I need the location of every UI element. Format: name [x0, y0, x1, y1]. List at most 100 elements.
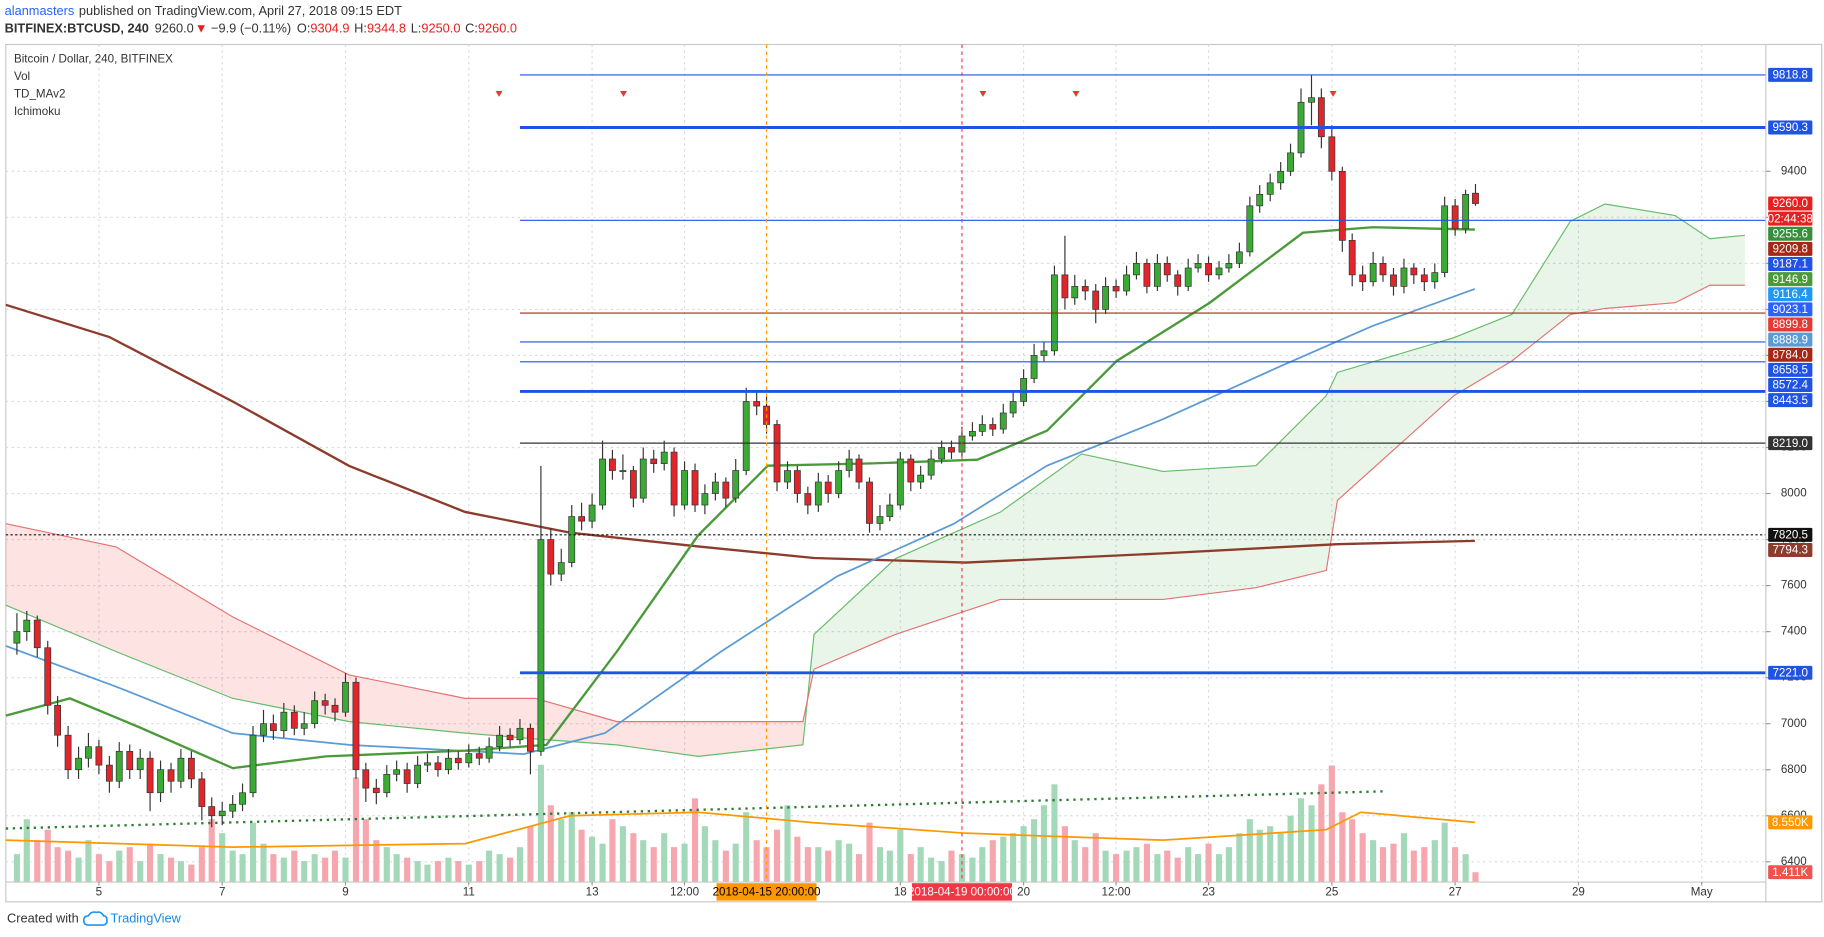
volume-bar [1020, 826, 1027, 883]
legend-item: Ichimoku [14, 105, 61, 118]
candle-body [64, 734, 72, 771]
cloud-fill [1675, 215, 1710, 303]
cloud-fill [232, 616, 350, 722]
cloud-fill [1081, 453, 1163, 600]
lines-layer [5, 91, 1476, 830]
price-label: 8219.0 [1772, 437, 1808, 450]
volume-bar [1379, 847, 1387, 883]
candle-body [681, 470, 688, 506]
x-tick-label: 27 [1449, 886, 1462, 899]
candle-body [75, 757, 82, 771]
y-tick-label: 8000 [1781, 487, 1807, 500]
grid-layer [5, 44, 1766, 883]
candle-body [1174, 274, 1182, 287]
volume-bar [126, 847, 133, 883]
moving-average [5, 226, 1475, 770]
candle-body [1328, 136, 1336, 172]
volume-bar [1051, 784, 1058, 883]
volume-bar [619, 826, 626, 883]
candle-body [1071, 286, 1079, 299]
ohlc-value: 9250.0 [421, 21, 460, 36]
signal-arrow [495, 91, 503, 97]
candle-body [1379, 263, 1387, 276]
candle-body [331, 704, 339, 713]
volume-bar [1133, 847, 1140, 883]
candle-body [1359, 274, 1367, 283]
candle-body [1369, 263, 1377, 283]
volume-bar [1071, 840, 1078, 883]
x-tick-label: 12:00 [670, 886, 700, 899]
volume-bar [208, 819, 215, 883]
candle-body [599, 458, 606, 506]
candle-body [1277, 170, 1285, 184]
volume-bar [640, 840, 647, 883]
candle-body [372, 787, 380, 794]
volume-bar [455, 861, 462, 883]
price-label: 8888.9 [1772, 333, 1808, 346]
candle-body [978, 424, 986, 432]
volume-bar [383, 847, 390, 883]
volume-bar [804, 847, 811, 883]
volume-bar [846, 843, 853, 883]
price-label-box [1768, 347, 1813, 362]
volume-bar [229, 850, 236, 883]
cloud-fill [1604, 203, 1676, 309]
cloud-fill [5, 523, 117, 652]
candle-body [321, 700, 329, 706]
cloud-fill [1453, 314, 1512, 396]
volume-bar [1308, 805, 1315, 883]
price-label: 9260.0 [1772, 197, 1808, 210]
candle-body [1184, 267, 1192, 287]
price-label-box [1768, 257, 1813, 271]
candle-body [1163, 263, 1171, 276]
volume-bar [322, 857, 329, 883]
price-label-box [1768, 226, 1813, 241]
volume-bar [362, 819, 369, 883]
candle-body [639, 458, 647, 499]
volume-bar [701, 826, 708, 883]
candle-body [1009, 401, 1017, 414]
volume-bar [1287, 815, 1294, 883]
footer-brand[interactable]: TradingView [111, 911, 182, 926]
candle-body [1205, 263, 1212, 276]
volume-bar [1215, 854, 1223, 883]
volume-bar [1031, 819, 1038, 883]
candle-body [650, 458, 658, 464]
header-line: alanmasters published on TradingView.com,… [5, 3, 403, 18]
author[interactable]: alanmasters [5, 3, 75, 18]
volume-bar [1390, 843, 1397, 883]
volume-bar [1123, 850, 1130, 883]
volume-bar [106, 861, 113, 883]
candle-body [342, 681, 349, 713]
price-label-box [1768, 378, 1813, 392]
candle-body [547, 539, 555, 575]
volume-bar [1092, 833, 1099, 883]
candle-body [54, 704, 62, 736]
candle-body [516, 727, 524, 741]
volume-bar [95, 854, 102, 883]
volume-bar [1000, 836, 1007, 883]
volume-bar [630, 833, 637, 883]
price-label: 9590.3 [1772, 121, 1808, 134]
price-label-box [1768, 272, 1813, 287]
footer-bar [0, 902, 1824, 937]
volume-bar [1246, 819, 1253, 883]
candle-body [753, 401, 761, 407]
last-price: 9260.0 [155, 21, 194, 36]
x-tick-label: 23 [1202, 886, 1215, 899]
volume-layer [5, 764, 1479, 883]
cloud-fill [465, 698, 536, 739]
volume-bar [753, 840, 760, 883]
candle-body [1246, 205, 1254, 253]
candle-body [527, 727, 534, 752]
volume-bar [1339, 812, 1346, 883]
candle-body [588, 504, 596, 522]
candle-body [845, 458, 853, 471]
candle-body [434, 762, 442, 771]
cloud-fill [1570, 203, 1605, 315]
volume-bar [249, 822, 257, 883]
candle-body [619, 470, 627, 473]
volume-bar [948, 850, 955, 883]
volume-bar [671, 847, 678, 883]
volume-bar [301, 861, 308, 883]
